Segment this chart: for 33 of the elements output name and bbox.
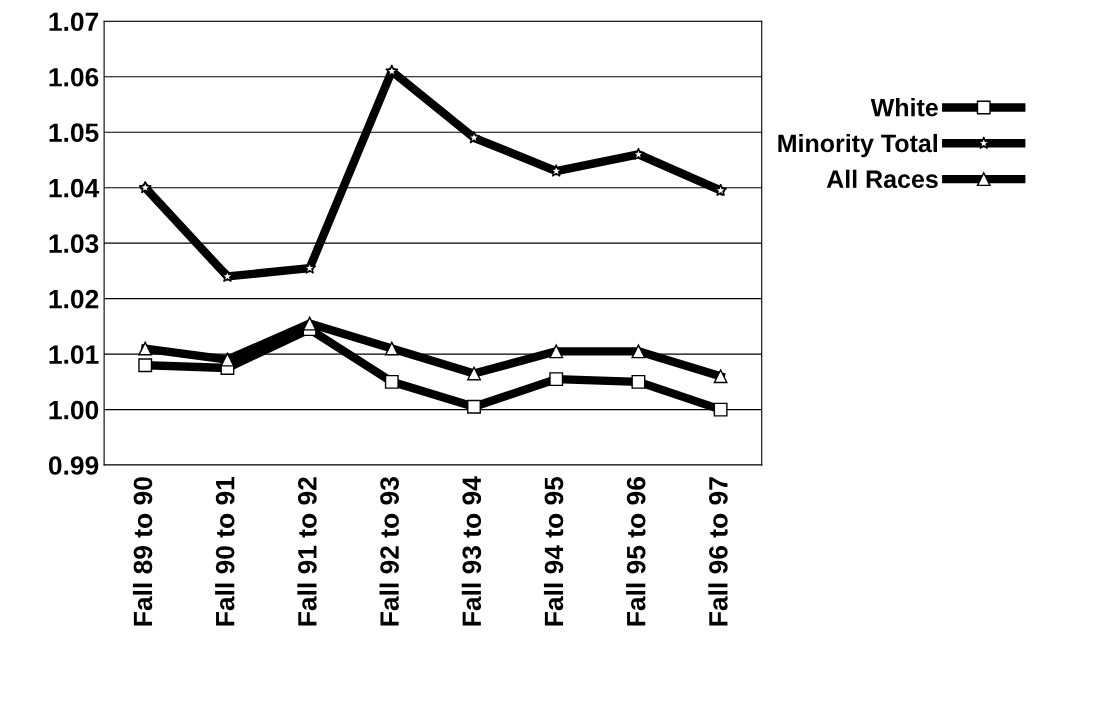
- point: [138, 180, 152, 194]
- point: [467, 130, 481, 144]
- point: [467, 399, 481, 414]
- point: [713, 369, 728, 384]
- y-tick-label: 0.99: [48, 456, 99, 475]
- point: [549, 372, 564, 387]
- point: [302, 316, 317, 331]
- y-tick-label: 1.04: [49, 178, 100, 198]
- point: [385, 64, 399, 77]
- y-tick-label: 1.06: [49, 67, 99, 87]
- point: [631, 147, 646, 161]
- point: [631, 374, 646, 389]
- x-tick-label: Fall 91 to 92: [297, 477, 317, 626]
- point: [138, 358, 153, 373]
- y-tick-label: 1.05: [49, 123, 99, 143]
- y-tick-label: 1.02: [49, 289, 99, 309]
- x-tick-label: Fall 93 to 94: [461, 476, 482, 626]
- point: [138, 341, 153, 356]
- x-tick-label: Fall 95 to 96: [626, 477, 646, 626]
- y-tick-label: 1.03: [49, 234, 99, 254]
- point: [384, 374, 399, 389]
- y-tick-label: 1.07: [49, 12, 99, 32]
- x-tick-label: Fall 94 to 95: [543, 476, 564, 626]
- point: [713, 402, 728, 417]
- y-tick-label: 1.00: [49, 400, 99, 420]
- x-tick-label: Fall 89 to 90: [132, 477, 153, 626]
- y-tick-label: 1.01: [49, 345, 99, 364]
- x-tick-label: Fall 90 to 91: [215, 476, 235, 626]
- x-tick-label: Fall 96 to 97: [708, 477, 728, 626]
- legend-label: White: [870, 98, 938, 117]
- x-tick-label: Fall 92 to 93: [379, 477, 399, 626]
- legend-label: All Races: [826, 169, 938, 189]
- legend-label: Minority Total: [778, 133, 937, 158]
